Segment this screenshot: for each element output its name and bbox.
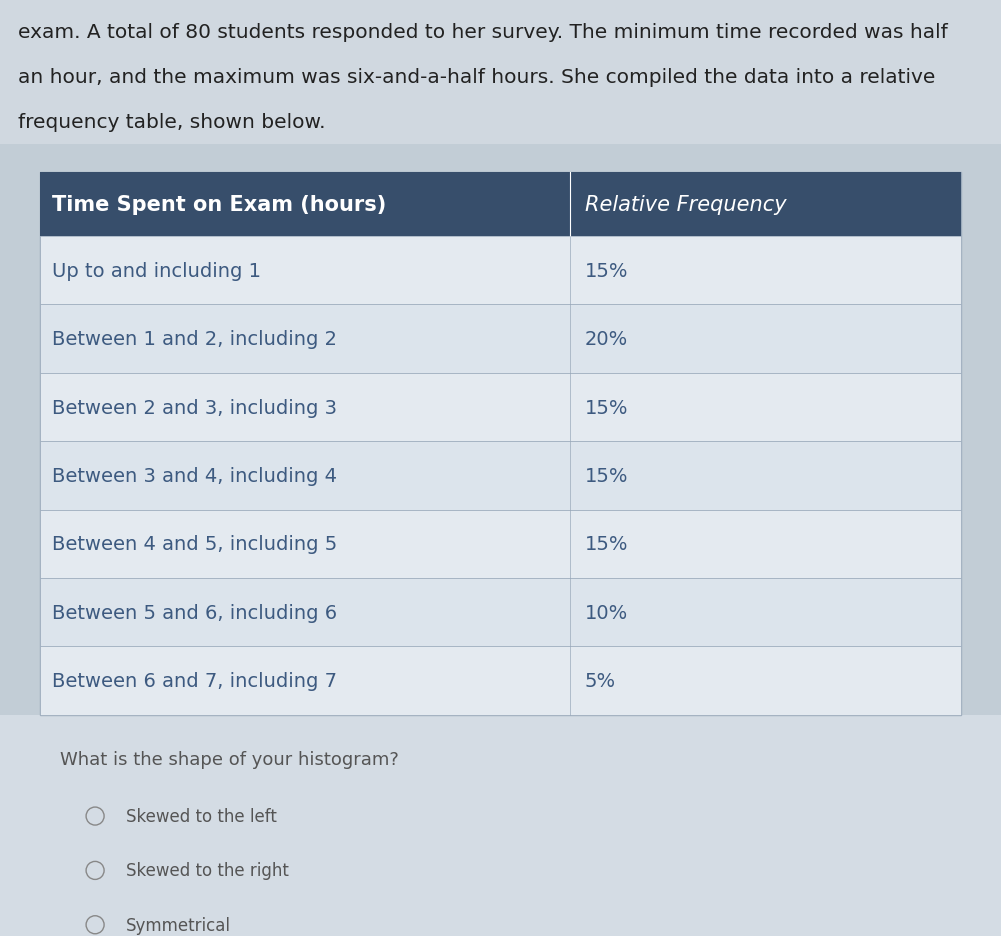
Text: 20%: 20% (585, 329, 628, 349)
Text: 15%: 15% (585, 466, 628, 486)
Text: 10%: 10% (585, 603, 628, 622)
Text: Up to and including 1: Up to and including 1 (52, 261, 261, 281)
FancyBboxPatch shape (40, 510, 961, 578)
Text: What is the shape of your histogram?: What is the shape of your histogram? (60, 751, 399, 768)
Text: Time Spent on Exam (hours): Time Spent on Exam (hours) (52, 195, 386, 215)
Text: Between 3 and 4, including 4: Between 3 and 4, including 4 (52, 466, 337, 486)
Text: Symmetrical: Symmetrical (126, 915, 231, 934)
Text: Skewed to the left: Skewed to the left (126, 807, 277, 826)
Text: Skewed to the right: Skewed to the right (126, 861, 289, 880)
FancyBboxPatch shape (0, 0, 1001, 145)
Text: Between 4 and 5, including 5: Between 4 and 5, including 5 (52, 534, 337, 554)
Text: exam. A total of 80 students responded to her survey. The minimum time recorded : exam. A total of 80 students responded t… (18, 23, 948, 42)
FancyBboxPatch shape (40, 647, 961, 715)
Text: Between 5 and 6, including 6: Between 5 and 6, including 6 (52, 603, 337, 622)
Text: 15%: 15% (585, 261, 628, 281)
FancyBboxPatch shape (40, 305, 961, 373)
Text: 5%: 5% (585, 671, 616, 691)
FancyBboxPatch shape (40, 442, 961, 510)
Text: 15%: 15% (585, 398, 628, 417)
FancyBboxPatch shape (40, 373, 961, 442)
FancyBboxPatch shape (40, 173, 961, 715)
Text: Relative Frequency: Relative Frequency (585, 195, 786, 215)
Text: Between 6 and 7, including 7: Between 6 and 7, including 7 (52, 671, 337, 691)
FancyBboxPatch shape (40, 237, 961, 305)
Text: frequency table, shown below.: frequency table, shown below. (18, 113, 325, 132)
Text: Between 1 and 2, including 2: Between 1 and 2, including 2 (52, 329, 337, 349)
FancyBboxPatch shape (40, 173, 961, 237)
FancyBboxPatch shape (40, 578, 961, 647)
FancyBboxPatch shape (0, 715, 1001, 936)
Text: Between 2 and 3, including 3: Between 2 and 3, including 3 (52, 398, 337, 417)
Text: 15%: 15% (585, 534, 628, 554)
Text: an hour, and the maximum was six-and-a-half hours. She compiled the data into a : an hour, and the maximum was six-and-a-h… (18, 68, 935, 87)
